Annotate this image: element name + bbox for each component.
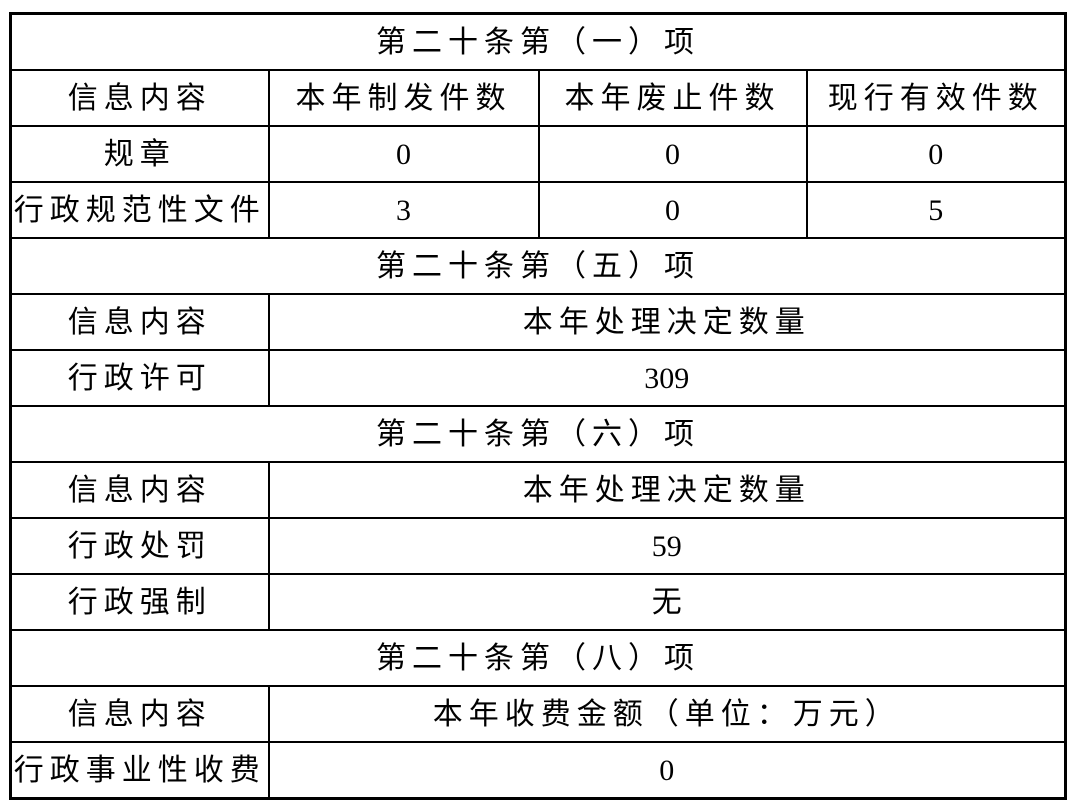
section-title-row: 第二十条第（六）项 — [9, 405, 1067, 463]
disclosure-report-table: 第二十条第（一）项 信息内容 本年制发件数 本年废止件数 现行有效件数 规章 0… — [9, 12, 1067, 800]
cell-value: 0 — [805, 125, 1067, 183]
header-row: 信息内容 本年处理决定数量 — [9, 293, 1067, 351]
column-header: 信息内容 — [9, 293, 270, 351]
header-row: 信息内容 本年收费金额（单位：万元） — [9, 685, 1067, 743]
column-header: 本年废止件数 — [537, 69, 808, 127]
header-row: 信息内容 本年处理决定数量 — [9, 461, 1067, 519]
section-title: 第二十条第（一）项 — [9, 12, 1067, 71]
section-title: 第二十条第（五）项 — [9, 237, 1067, 295]
column-header: 本年制发件数 — [267, 69, 540, 127]
column-header: 现行有效件数 — [805, 69, 1067, 127]
table-row: 行政处罚 59 — [9, 517, 1067, 575]
row-label: 行政处罚 — [9, 517, 270, 575]
cell-value: 无 — [267, 573, 1067, 631]
section-title: 第二十条第（六）项 — [9, 405, 1067, 463]
row-label: 行政许可 — [9, 349, 270, 407]
table-row: 行政事业性收费 0 — [9, 741, 1067, 800]
table-row: 行政许可 309 — [9, 349, 1067, 407]
cell-value: 0 — [267, 125, 540, 183]
row-label: 行政规范性文件 — [9, 181, 270, 239]
section-title-row: 第二十条第（五）项 — [9, 237, 1067, 295]
cell-value: 309 — [267, 349, 1067, 407]
section-title-row: 第二十条第（八）项 — [9, 629, 1067, 687]
section-title-row: 第二十条第（一）项 — [9, 12, 1067, 71]
cell-value: 5 — [805, 181, 1067, 239]
table-row: 行政强制 无 — [9, 573, 1067, 631]
cell-value: 3 — [267, 181, 540, 239]
column-header: 信息内容 — [9, 69, 270, 127]
column-header: 信息内容 — [9, 685, 270, 743]
row-label: 规章 — [9, 125, 270, 183]
section-title: 第二十条第（八）项 — [9, 629, 1067, 687]
column-header: 本年处理决定数量 — [267, 461, 1067, 519]
row-label: 行政事业性收费 — [9, 741, 270, 800]
table-row: 行政规范性文件 3 0 5 — [9, 181, 1067, 239]
column-header: 信息内容 — [9, 461, 270, 519]
cell-value: 0 — [537, 125, 808, 183]
table-row: 规章 0 0 0 — [9, 125, 1067, 183]
cell-value: 59 — [267, 517, 1067, 575]
cell-value: 0 — [537, 181, 808, 239]
row-label: 行政强制 — [9, 573, 270, 631]
header-row: 信息内容 本年制发件数 本年废止件数 现行有效件数 — [9, 69, 1067, 127]
cell-value: 0 — [267, 741, 1067, 800]
column-header: 本年收费金额（单位：万元） — [267, 685, 1067, 743]
column-header: 本年处理决定数量 — [267, 293, 1067, 351]
